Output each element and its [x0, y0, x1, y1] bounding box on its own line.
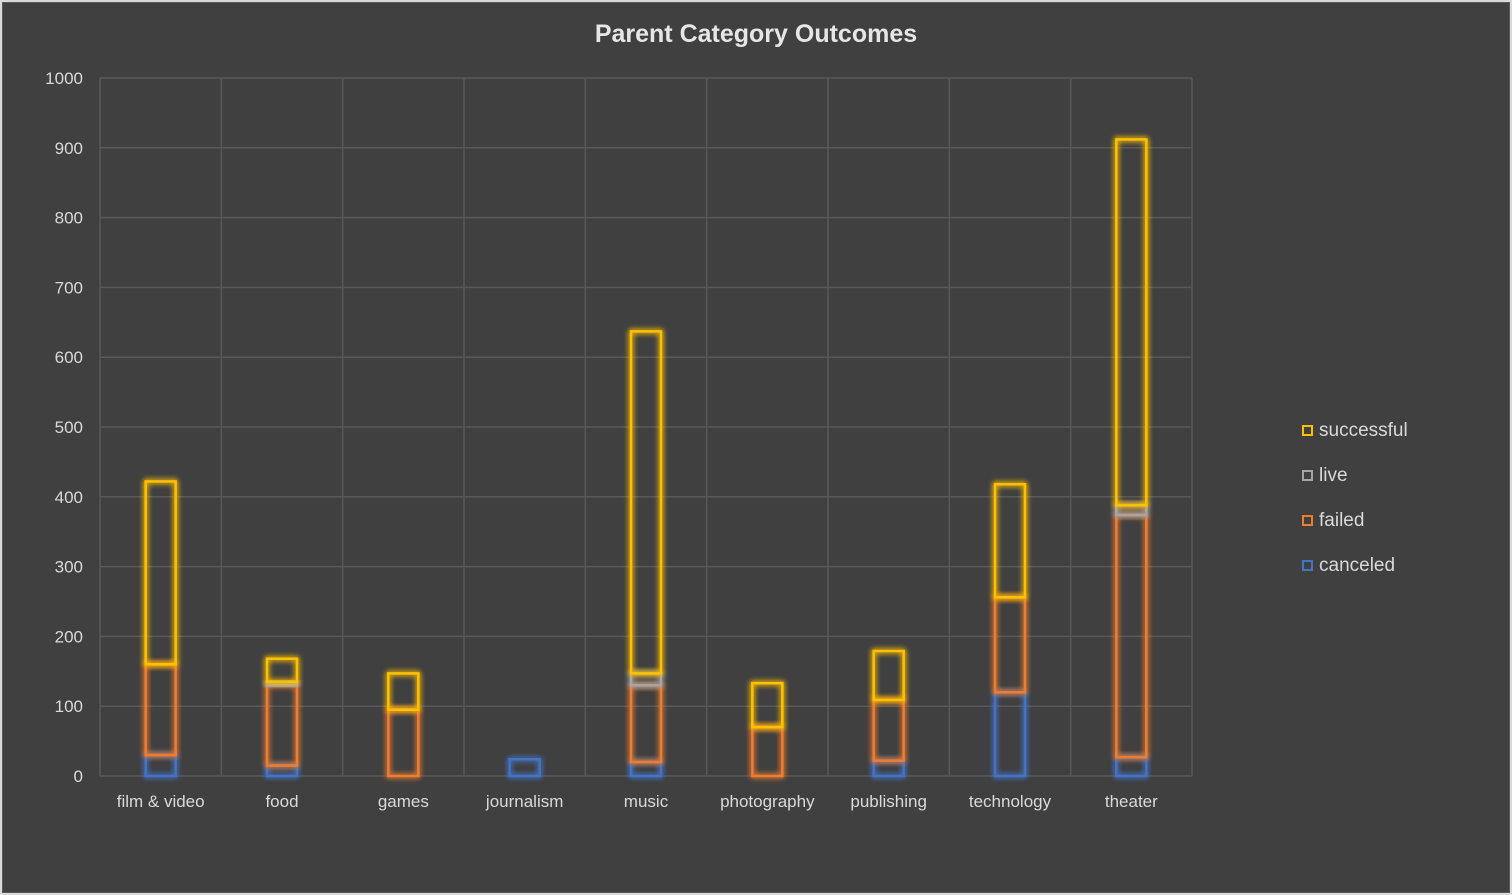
bar-successful — [751, 681, 784, 729]
chart-title: Parent Category Outcomes — [594, 20, 918, 48]
bar-live — [629, 672, 663, 687]
legend-label: live — [1319, 464, 1348, 486]
x-axis-ticks: film & video food games journalism music phot… — [117, 792, 1158, 811]
legend-label: canceled — [1319, 554, 1396, 576]
x-tick-label: photography — [720, 792, 815, 811]
x-tick-label: music — [624, 792, 669, 811]
legend-swatch — [1302, 425, 1313, 436]
x-tick-label: film & video — [117, 792, 205, 811]
legend: successful live failed canceled — [1302, 408, 1502, 588]
y-axis-ticks: 0 100 200 300 400 500 600 700 800 900 1000 — [45, 69, 83, 786]
bar-canceled — [993, 690, 1027, 778]
y-tick-label: 0 — [74, 767, 83, 786]
legend-item-failed: failed — [1302, 498, 1502, 543]
bar-canceled — [508, 757, 541, 778]
bar-successful — [387, 672, 420, 711]
bar-failed — [144, 663, 177, 757]
y-tick-label: 500 — [55, 418, 83, 437]
bar-successful — [1115, 138, 1148, 507]
x-tick-label: theater — [1105, 792, 1158, 811]
legend-swatch — [1302, 515, 1313, 526]
bar-failed — [993, 596, 1027, 694]
y-tick-label: 200 — [55, 627, 83, 646]
gridlines — [99, 77, 1193, 777]
y-tick-label: 100 — [55, 697, 83, 716]
bar-successful — [265, 657, 299, 684]
bar-failed — [265, 684, 299, 767]
bar-failed — [751, 725, 784, 778]
legend-swatch — [1302, 560, 1313, 571]
y-tick-label: 800 — [55, 209, 83, 228]
y-tick-label: 300 — [55, 558, 83, 577]
y-tick-label: 900 — [55, 139, 83, 158]
x-tick-label: journalism — [485, 792, 563, 811]
y-tick-label: 600 — [55, 348, 83, 367]
bar-successful — [629, 330, 663, 675]
bar-canceled — [265, 764, 299, 778]
x-tick-label: technology — [969, 792, 1052, 811]
x-tick-label: food — [265, 792, 298, 811]
x-tick-label: publishing — [850, 792, 927, 811]
legend-item-live: live — [1302, 453, 1502, 498]
bar-canceled — [1115, 755, 1148, 778]
y-tick-label: 1000 — [45, 69, 83, 88]
bar-live — [1115, 503, 1148, 517]
bar-failed — [872, 698, 905, 762]
legend-label: successful — [1319, 419, 1408, 441]
bar-successful — [993, 482, 1027, 599]
bar-canceled — [872, 759, 905, 778]
bar-successful — [144, 480, 177, 666]
legend-item-canceled: canceled — [1302, 543, 1502, 588]
x-tick-label: games — [378, 792, 429, 811]
legend-label: failed — [1319, 509, 1365, 531]
legend-item-successful: successful — [1302, 408, 1502, 453]
bar-successful — [872, 649, 905, 702]
bar-failed — [387, 708, 420, 778]
legend-swatch — [1302, 470, 1313, 481]
y-tick-label: 400 — [55, 488, 83, 507]
bar-canceled — [629, 760, 663, 778]
bar-failed — [629, 684, 663, 764]
bar-canceled — [144, 753, 177, 778]
bars — [144, 138, 1148, 778]
y-tick-label: 700 — [55, 278, 83, 297]
